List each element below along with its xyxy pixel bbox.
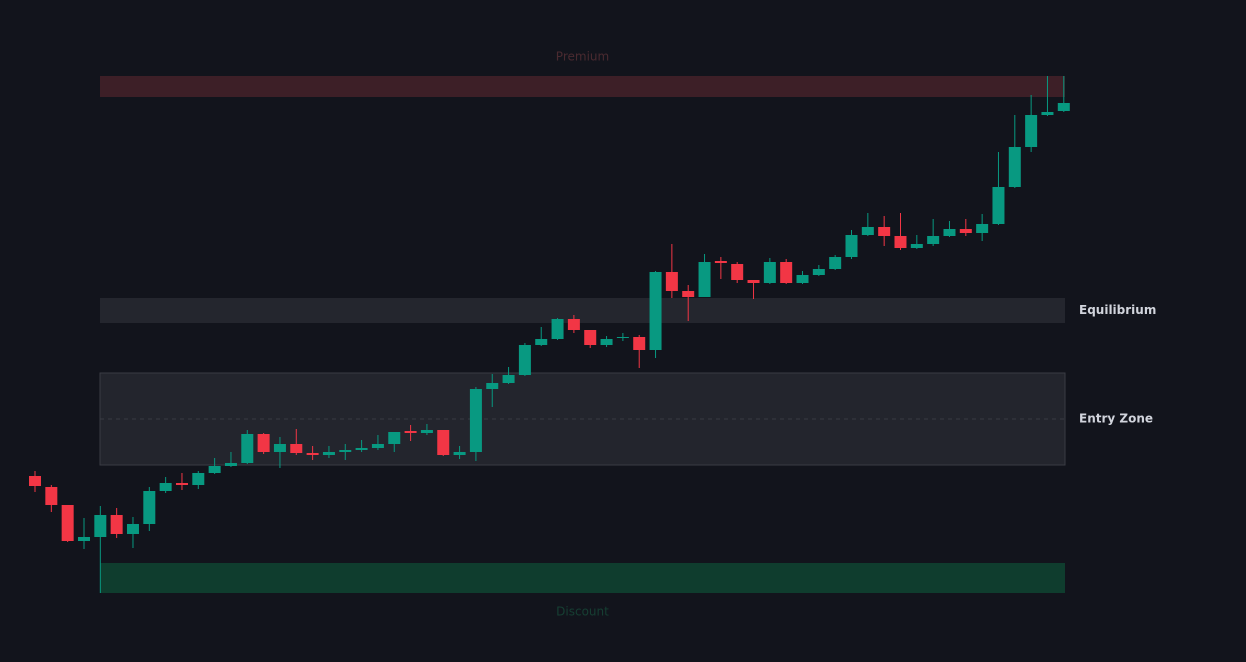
candle-body <box>273 444 286 452</box>
candle-body <box>437 430 450 455</box>
zone-label: Discount <box>556 605 609 619</box>
candle-body <box>894 236 907 248</box>
candle-body <box>388 432 401 444</box>
candle-body <box>420 430 433 433</box>
candle-body <box>110 515 123 534</box>
candle-body <box>845 235 858 257</box>
candle-body <box>159 483 172 491</box>
candle-body <box>371 444 384 448</box>
candle-body <box>616 337 629 338</box>
candle-body <box>1057 103 1070 111</box>
candle-body <box>861 227 874 235</box>
candle-body <box>878 227 891 236</box>
candle-body <box>584 330 597 345</box>
candle-body <box>1025 115 1038 147</box>
candle-body <box>518 345 531 375</box>
candle-body <box>731 264 744 280</box>
candle-body <box>175 483 188 485</box>
candle-body <box>257 434 270 452</box>
candle-body <box>763 262 776 283</box>
candle-body <box>339 450 352 452</box>
candle-body <box>976 224 989 233</box>
candle-body <box>61 505 74 541</box>
candle-body <box>927 236 940 244</box>
candle-body <box>600 339 613 345</box>
candle-body <box>453 452 466 455</box>
candle-body <box>224 463 237 466</box>
candle-body <box>404 431 417 433</box>
candle-body <box>143 491 156 524</box>
candle-body <box>322 452 335 455</box>
candle-body <box>698 262 711 297</box>
candle-body <box>1008 147 1021 187</box>
candle-body <box>355 448 368 450</box>
candle-body <box>192 473 205 485</box>
zone <box>100 76 1065 97</box>
candle-body <box>829 257 842 269</box>
candle-body <box>567 319 580 330</box>
candle-body <box>126 524 139 534</box>
zone <box>100 563 1065 593</box>
candle-body <box>535 339 548 345</box>
candle-body <box>77 537 90 541</box>
candle-body <box>714 261 727 263</box>
candle-body <box>992 187 1005 224</box>
zone <box>100 298 1065 323</box>
candle-body <box>943 229 956 236</box>
candle-body <box>241 434 254 463</box>
candle-body <box>306 453 319 455</box>
candle-body <box>94 515 107 537</box>
zone-label: Entry Zone <box>1079 412 1153 426</box>
candle-body <box>208 466 221 473</box>
candle-body <box>1041 112 1054 115</box>
candle-body <box>780 262 793 283</box>
candle-body <box>665 272 678 291</box>
candle-body <box>796 275 809 283</box>
candle-body <box>649 272 662 350</box>
candle-body <box>959 229 972 233</box>
candle-body <box>682 291 695 297</box>
candle-body <box>502 375 515 383</box>
candle-body <box>747 280 760 283</box>
candle-body <box>486 383 499 389</box>
candle-body <box>290 444 303 453</box>
candle-body <box>551 319 564 339</box>
candle-body <box>469 389 482 452</box>
candle-body <box>812 269 825 275</box>
candle-body <box>633 337 646 350</box>
candle-body <box>910 244 923 248</box>
candle-body <box>45 487 58 505</box>
candle-body <box>29 476 41 486</box>
zone-label: Equilibrium <box>1079 303 1156 317</box>
zone-label: Premium <box>556 50 609 64</box>
